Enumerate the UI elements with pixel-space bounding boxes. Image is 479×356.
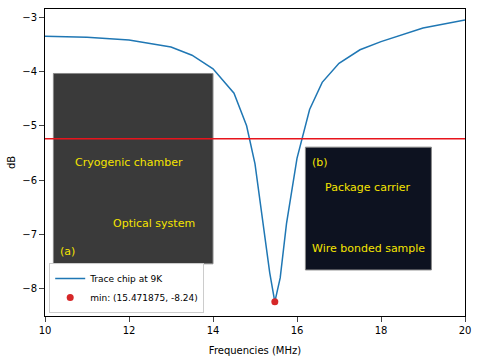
svg-text:16: 16 [291,325,304,336]
svg-text:Frequencies (MHz): Frequencies (MHz) [209,345,301,356]
svg-text:(b): (b) [312,156,328,169]
svg-text:−6: −6 [22,175,37,186]
svg-text:14: 14 [207,325,220,336]
svg-text:Optical system: Optical system [113,217,195,230]
svg-text:−8: −8 [22,283,37,294]
svg-text:Cryogenic chamber: Cryogenic chamber [75,156,183,169]
svg-text:min: (15.471875, -8.24): min: (15.471875, -8.24) [90,293,198,303]
svg-text:−5: −5 [22,120,37,131]
svg-text:Package carrier: Package carrier [325,181,411,194]
svg-text:dB: dB [6,156,17,169]
svg-text:−3: −3 [22,12,37,23]
svg-text:20: 20 [459,325,472,336]
svg-text:−4: −4 [22,66,37,77]
svg-text:−7: −7 [22,229,37,240]
svg-text:Wire bonded sample: Wire bonded sample [312,242,425,255]
svg-text:Trace chip at 9K: Trace chip at 9K [89,274,163,284]
svg-text:(a): (a) [60,245,75,258]
svg-text:10: 10 [39,325,52,336]
svg-text:18: 18 [375,325,388,336]
svg-text:12: 12 [123,325,136,336]
